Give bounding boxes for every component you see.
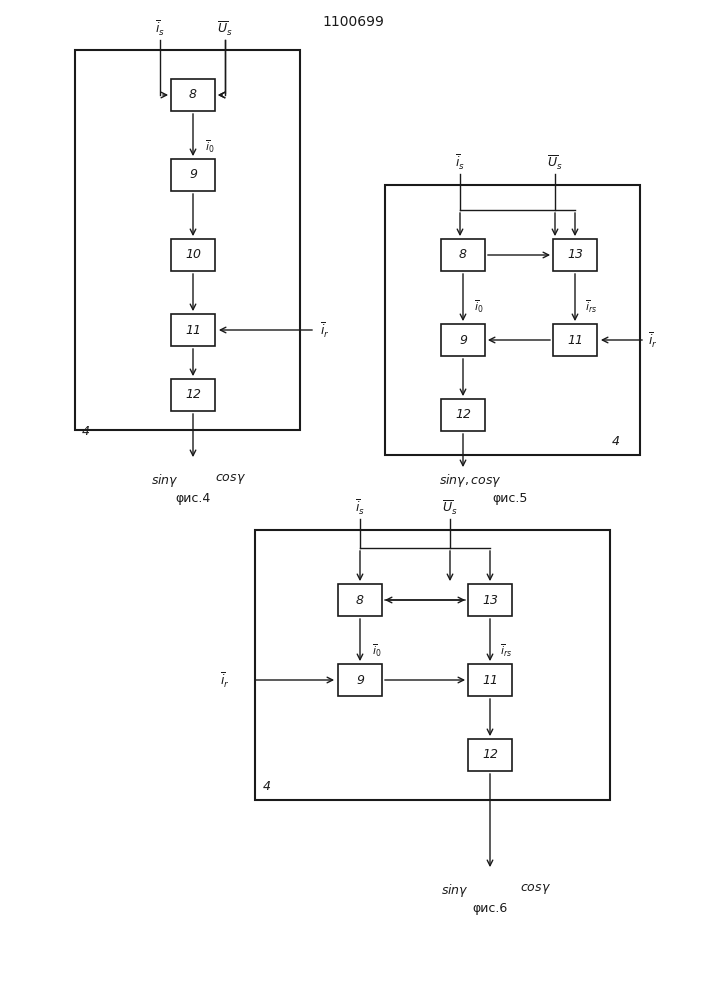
Text: $cos\gamma$: $cos\gamma$ [214,472,245,486]
Text: 4: 4 [82,425,90,438]
Text: 9: 9 [459,334,467,347]
Text: φис.5: φис.5 [492,492,527,505]
Bar [338,664,382,696]
Text: $\overline{i}_0$: $\overline{i}_0$ [474,298,484,315]
Text: 8: 8 [189,89,197,102]
Text: 9: 9 [356,674,364,686]
Text: $sin\gamma$: $sin\gamma$ [151,472,179,489]
Text: $\overline{i}_s$: $\overline{i}_s$ [455,153,465,172]
Text: $sin\gamma, cos\gamma$: $sin\gamma, cos\gamma$ [438,472,501,489]
Text: $cos\gamma$: $cos\gamma$ [520,882,551,896]
Bar [468,739,512,771]
Text: 12: 12 [482,748,498,762]
Text: $\overline{i}_{rs}$: $\overline{i}_{rs}$ [500,642,513,659]
Text: 10: 10 [185,248,201,261]
Text: 9: 9 [189,168,197,182]
Text: $\overline{i}_r$: $\overline{i}_r$ [221,670,230,690]
Bar [441,399,485,431]
Text: 1100699: 1100699 [322,15,385,29]
Text: $\overline{i}_s$: $\overline{i}_s$ [155,19,165,38]
Text: $\overline{i}_0$: $\overline{i}_0$ [205,138,214,155]
Text: 4: 4 [263,780,271,793]
Bar [441,324,485,356]
Bar [553,239,597,271]
Bar [553,324,597,356]
Text: 11: 11 [567,334,583,347]
Text: 4: 4 [612,435,620,448]
Bar [171,314,215,346]
Text: 12: 12 [455,408,471,422]
Text: 12: 12 [185,388,201,401]
Bar [338,584,382,616]
Text: 13: 13 [567,248,583,261]
Text: 11: 11 [482,674,498,686]
Bar [385,185,640,455]
Text: φис.4: φис.4 [175,492,211,505]
Bar [171,379,215,411]
Bar [171,239,215,271]
Text: $sin\gamma$: $sin\gamma$ [441,882,469,899]
Text: $\overline{U}_s$: $\overline{U}_s$ [547,154,563,172]
Text: $\overline{U}_s$: $\overline{U}_s$ [217,20,233,38]
Text: 8: 8 [356,593,364,606]
Text: $\overline{i}_s$: $\overline{i}_s$ [355,498,365,517]
Text: 8: 8 [459,248,467,261]
Text: $\overline{i}_r$: $\overline{i}_r$ [320,320,329,340]
Bar [75,50,300,430]
Bar [255,530,610,800]
Text: $\overline{i}_r$: $\overline{i}_r$ [648,330,658,350]
Bar [441,239,485,271]
Text: 13: 13 [482,593,498,606]
Bar [468,584,512,616]
Bar [171,79,215,111]
Text: $\overline{U}_s$: $\overline{U}_s$ [442,499,458,517]
Text: φис.6: φис.6 [472,902,508,915]
Text: $\overline{i}_0$: $\overline{i}_0$ [372,642,382,659]
Bar [468,664,512,696]
Bar [171,159,215,191]
Text: $\overline{i}_{rs}$: $\overline{i}_{rs}$ [585,298,597,315]
Text: 11: 11 [185,324,201,336]
